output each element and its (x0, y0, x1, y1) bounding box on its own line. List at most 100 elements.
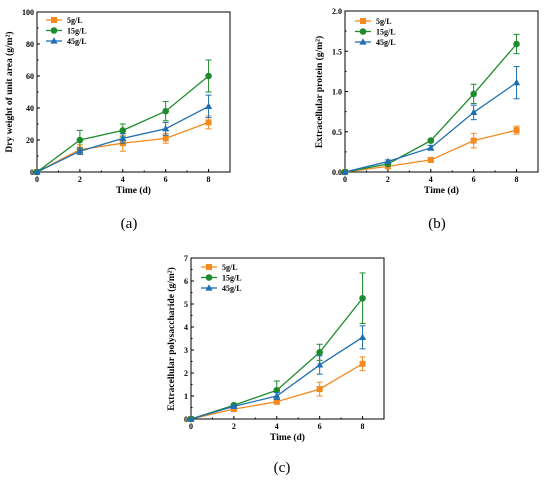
data-point (205, 72, 212, 80)
legend-label: 5g/L (222, 263, 238, 272)
x-tick-label: 0 (189, 422, 193, 431)
x-tick-label: 4 (121, 175, 125, 184)
x-tick-label: 2 (232, 422, 236, 431)
legend-label: 45g/L (376, 38, 396, 47)
x-tick-label: 8 (515, 175, 519, 184)
plot-frame (344, 10, 539, 173)
panel-label: (b) (428, 216, 446, 232)
y-tick-label: 7 (184, 254, 188, 263)
data-point (230, 406, 237, 413)
legend-marker (50, 37, 58, 44)
data-point (33, 168, 41, 175)
legend-marker (50, 27, 58, 34)
y-tick-label: 3 (184, 346, 188, 355)
data-point (230, 402, 238, 409)
y-tick-label: 1 (184, 392, 188, 401)
x-tick-label: 6 (472, 175, 476, 184)
x-tick-label: 8 (207, 175, 211, 184)
data-point (162, 125, 170, 132)
y-tick-label: 80 (26, 40, 34, 49)
legend-marker (205, 274, 213, 281)
x-tick-label: 0 (343, 175, 347, 184)
y-tick-label: 0 (30, 168, 34, 177)
y-tick-label: 40 (26, 104, 34, 113)
data-point (273, 386, 281, 394)
data-point (162, 135, 169, 142)
legend-marker (206, 264, 212, 270)
x-tick-label: 6 (164, 175, 168, 184)
data-point (205, 119, 212, 126)
data-point (204, 102, 213, 109)
y-tick-label: 1.5 (332, 47, 342, 56)
x-tick-label: 4 (429, 175, 433, 184)
data-point (359, 360, 366, 367)
data-point (316, 386, 323, 393)
legend-marker (51, 17, 57, 23)
y-tick-label: 60 (26, 72, 34, 81)
data-point (359, 294, 366, 302)
legend-label: 15g/L (222, 274, 242, 283)
legend-label: 5g/L (67, 16, 83, 25)
series-line (344, 43, 518, 173)
y-tick-label: 100 (22, 8, 34, 17)
legend-marker (359, 38, 367, 45)
y-tick-label: 0.0 (332, 168, 342, 177)
data-point (427, 137, 435, 144)
data-point (470, 137, 477, 144)
data-point (384, 157, 392, 165)
data-point (76, 147, 84, 154)
chart-panel-b: 0 2 4 6 8 0.0 0.5 1.0 1.5 2.0 Time (d) Extracellula… (314, 7, 539, 232)
y-tick-label: 5 (184, 300, 188, 309)
data-point (470, 108, 478, 116)
y-tick-label: 0.5 (332, 128, 342, 137)
data-point (316, 361, 324, 368)
data-point (187, 415, 195, 422)
y-tick-label: 0 (184, 415, 188, 424)
data-point (119, 134, 127, 141)
data-point (162, 107, 169, 115)
y-tick-label: 1.0 (332, 88, 342, 97)
legend-label: 45g/L (67, 37, 87, 46)
chart-panel-c: 0 2 4 6 8 0 1 2 3 4 5 6 7 Time (d) Extracellular polys… (166, 254, 385, 476)
x-axis-title: Time (d) (424, 185, 459, 196)
legend-marker (205, 284, 213, 291)
data-point (273, 392, 281, 399)
series-line (190, 336, 363, 420)
y-axis-title: Extracellular polysaccharide (g/m²) (166, 267, 177, 411)
y-tick-label: 6 (184, 277, 188, 286)
legend-label: 15g/L (67, 27, 87, 36)
data-point (513, 127, 520, 134)
x-axis-title: Time (d) (116, 185, 151, 196)
y-axis-title: Dry weight of unit area (g/m²) (4, 31, 15, 152)
plot-frame (190, 257, 385, 420)
data-point (513, 40, 520, 48)
y-tick-label: 20 (26, 136, 34, 145)
data-point (341, 168, 349, 175)
legend-label: 5g/L (376, 17, 392, 26)
data-point (119, 127, 127, 134)
legend-marker (360, 18, 366, 24)
y-tick-label: 2 (184, 369, 188, 378)
data-point (470, 90, 477, 98)
data-point (512, 78, 521, 86)
x-tick-label: 2 (78, 175, 82, 184)
x-tick-label: 4 (275, 422, 279, 431)
legend-marker (359, 28, 367, 35)
data-point (358, 333, 367, 340)
panel-label: (a) (121, 216, 138, 232)
x-tick-label: 8 (361, 422, 365, 431)
legend-label: 45g/L (222, 284, 242, 293)
x-tick-label: 0 (35, 175, 39, 184)
y-tick-label: 2.0 (332, 7, 342, 16)
data-point (76, 136, 84, 144)
data-point (427, 156, 434, 163)
data-point (316, 349, 323, 356)
y-tick-label: 4 (184, 323, 188, 332)
panel-label: (c) (274, 460, 291, 476)
y-axis-title: Extracellular protein (g/m²) (314, 36, 325, 148)
x-tick-label: 2 (386, 175, 390, 184)
plot-frame (36, 11, 231, 173)
data-point (427, 144, 435, 151)
